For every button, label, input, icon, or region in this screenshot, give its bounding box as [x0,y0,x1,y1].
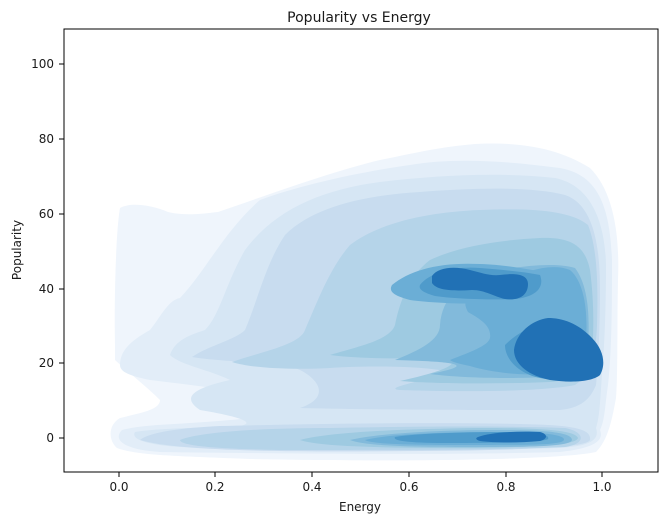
x-tick-label: 1.0 [592,480,611,494]
plot-frame [63,28,659,473]
contour-level-10 [432,267,604,443]
x-tick-label: 0.8 [496,480,515,494]
density-contours [110,143,619,461]
contour-level-8 [365,263,587,445]
y-axis: 0 20 40 60 80 100 [31,57,64,445]
x-axis-label: Energy [339,500,381,514]
x-axis: 0.0 0.2 0.4 0.6 0.8 1.0 [109,472,612,494]
chart-title: Popularity vs Energy [287,10,431,26]
x-tick-label: 0.6 [399,480,418,494]
y-tick-label: 40 [39,282,54,296]
y-axis-label: Popularity [10,220,24,280]
x-tick-label: 0.0 [109,480,128,494]
x-tick-label: 0.2 [205,480,224,494]
y-tick-label: 100 [31,57,54,71]
y-tick-label: 0 [46,431,54,445]
y-tick-label: 80 [39,132,54,146]
y-tick-label: 60 [39,207,54,221]
y-tick-label: 20 [39,356,54,370]
x-tick-label: 0.4 [302,480,321,494]
